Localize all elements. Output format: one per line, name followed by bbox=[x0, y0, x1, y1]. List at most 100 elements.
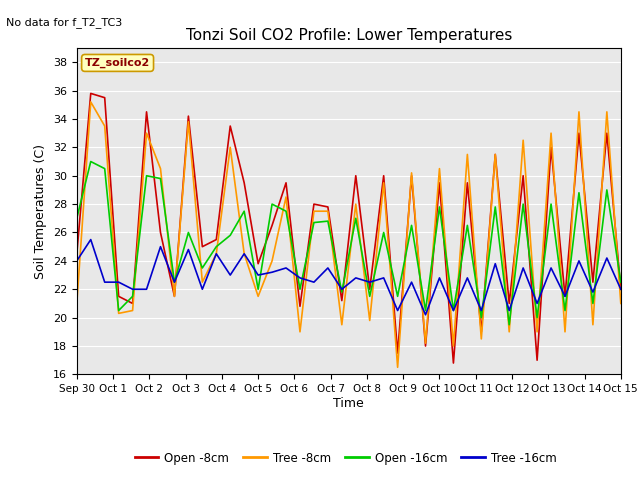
Tree -8cm bbox=[561, 329, 569, 335]
Open -16cm bbox=[408, 223, 415, 228]
Tree -16cm bbox=[143, 287, 150, 292]
Tree -8cm bbox=[589, 322, 596, 328]
Open -8cm bbox=[296, 303, 304, 309]
Open -16cm bbox=[143, 173, 150, 179]
Tree -16cm bbox=[366, 279, 374, 285]
Tree -8cm bbox=[547, 130, 555, 136]
Tree -16cm bbox=[436, 275, 444, 281]
Tree -16cm bbox=[73, 258, 81, 264]
Open -16cm bbox=[212, 244, 220, 250]
Open -16cm bbox=[394, 293, 401, 299]
Tree -16cm bbox=[310, 279, 318, 285]
Open -8cm bbox=[436, 180, 444, 186]
Tree -8cm bbox=[198, 279, 206, 285]
Open -8cm bbox=[589, 279, 596, 285]
Tree -16cm bbox=[380, 275, 387, 281]
Tree -8cm bbox=[143, 130, 150, 136]
Open -8cm bbox=[171, 293, 179, 299]
Open -8cm bbox=[352, 173, 360, 179]
Tree -16cm bbox=[268, 269, 276, 275]
Open -8cm bbox=[143, 109, 150, 115]
Open -16cm bbox=[241, 208, 248, 214]
Tree -8cm bbox=[101, 123, 109, 129]
Tree -8cm bbox=[254, 293, 262, 299]
Open -16cm bbox=[352, 216, 360, 221]
Open -16cm bbox=[296, 287, 304, 292]
Tree -8cm bbox=[129, 308, 136, 313]
Tree -8cm bbox=[463, 152, 471, 157]
Open -16cm bbox=[87, 159, 95, 165]
Title: Tonzi Soil CO2 Profile: Lower Temperatures: Tonzi Soil CO2 Profile: Lower Temperatur… bbox=[186, 28, 512, 43]
Open -8cm bbox=[422, 343, 429, 349]
Tree -16cm bbox=[227, 272, 234, 278]
Tree -8cm bbox=[352, 201, 360, 207]
Open -8cm bbox=[394, 350, 401, 356]
Tree -16cm bbox=[87, 237, 95, 242]
Open -8cm bbox=[87, 91, 95, 96]
Tree -16cm bbox=[547, 265, 555, 271]
Tree -8cm bbox=[533, 329, 541, 335]
Open -8cm bbox=[73, 251, 81, 257]
Open -16cm bbox=[171, 279, 179, 285]
Tree -8cm bbox=[492, 152, 499, 157]
Tree -16cm bbox=[241, 251, 248, 257]
Open -8cm bbox=[268, 223, 276, 228]
Open -8cm bbox=[282, 180, 290, 186]
Open -8cm bbox=[463, 180, 471, 186]
Tree -8cm bbox=[115, 311, 122, 316]
Open -16cm bbox=[157, 176, 164, 181]
Tree -8cm bbox=[380, 180, 387, 186]
Tree -16cm bbox=[519, 265, 527, 271]
Open -8cm bbox=[324, 204, 332, 210]
Tree -16cm bbox=[533, 300, 541, 306]
Line: Open -16cm: Open -16cm bbox=[77, 162, 621, 325]
Tree -8cm bbox=[617, 300, 625, 306]
Open -16cm bbox=[533, 315, 541, 321]
Tree -16cm bbox=[506, 308, 513, 313]
Tree -8cm bbox=[366, 318, 374, 324]
Tree -16cm bbox=[575, 258, 583, 264]
Open -16cm bbox=[436, 204, 444, 210]
Open -8cm bbox=[408, 173, 415, 179]
Tree -16cm bbox=[157, 244, 164, 250]
Tree -8cm bbox=[310, 208, 318, 214]
Open -16cm bbox=[519, 201, 527, 207]
Tree -16cm bbox=[561, 293, 569, 299]
Open -8cm bbox=[547, 144, 555, 150]
Open -8cm bbox=[184, 113, 192, 119]
Tree -16cm bbox=[324, 265, 332, 271]
Tree -8cm bbox=[324, 208, 332, 214]
Tree -16cm bbox=[282, 265, 290, 271]
Open -8cm bbox=[449, 360, 457, 366]
Open -8cm bbox=[254, 261, 262, 266]
Open -16cm bbox=[589, 300, 596, 306]
Open -16cm bbox=[338, 289, 346, 295]
Open -16cm bbox=[463, 223, 471, 228]
Open -16cm bbox=[617, 279, 625, 285]
Tree -16cm bbox=[617, 287, 625, 292]
Tree -16cm bbox=[422, 312, 429, 318]
Tree -16cm bbox=[129, 287, 136, 292]
Tree -16cm bbox=[477, 308, 485, 313]
Open -8cm bbox=[338, 298, 346, 303]
Tree -16cm bbox=[296, 275, 304, 281]
Open -16cm bbox=[324, 218, 332, 224]
Open -16cm bbox=[492, 204, 499, 210]
Open -8cm bbox=[492, 152, 499, 157]
X-axis label: Time: Time bbox=[333, 397, 364, 410]
Tree -8cm bbox=[408, 170, 415, 176]
Open -8cm bbox=[575, 130, 583, 136]
Tree -8cm bbox=[603, 109, 611, 115]
Line: Tree -16cm: Tree -16cm bbox=[77, 240, 621, 315]
Tree -16cm bbox=[463, 275, 471, 281]
Tree -8cm bbox=[519, 137, 527, 143]
Tree -8cm bbox=[227, 144, 234, 150]
Tree -16cm bbox=[603, 255, 611, 261]
Tree -16cm bbox=[449, 308, 457, 313]
Tree -8cm bbox=[575, 109, 583, 115]
Open -16cm bbox=[506, 322, 513, 328]
Tree -8cm bbox=[157, 166, 164, 171]
Tree -8cm bbox=[268, 258, 276, 264]
Open -8cm bbox=[212, 237, 220, 242]
Open -8cm bbox=[157, 229, 164, 235]
